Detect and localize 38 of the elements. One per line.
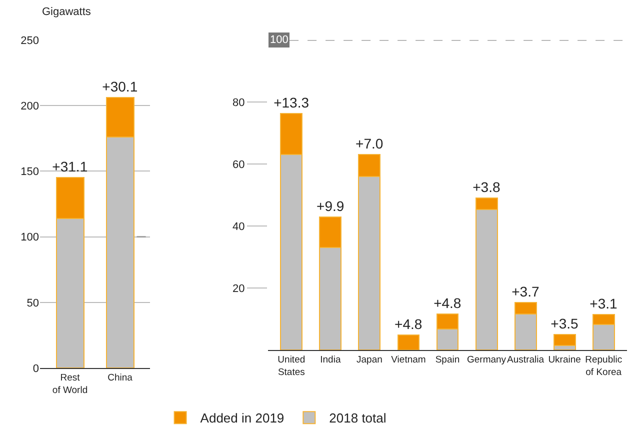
- data-label: +3.8: [472, 178, 500, 195]
- data-label: +7.0: [356, 136, 384, 152]
- x-tick-label: Republic of Korea: [585, 354, 622, 378]
- y-tick-label: 80: [232, 96, 245, 109]
- data-label: +13.3: [274, 94, 310, 110]
- data-label: +30.1: [102, 78, 138, 95]
- bar: [553, 334, 576, 346]
- y-tick-label: 250: [20, 34, 39, 47]
- y-tick-label: 150: [20, 166, 39, 178]
- x-tick-label: Vietnam: [391, 354, 426, 366]
- legend-label: Added in 2019: [200, 410, 284, 426]
- data-label: +4.8: [434, 295, 462, 312]
- data-label: +4.8: [394, 316, 422, 332]
- data-label: +3.1: [590, 296, 618, 312]
- y-tick-label: 20: [232, 282, 245, 295]
- x-tick-label: Australia: [507, 354, 545, 366]
- data-label: +3.7: [512, 284, 540, 300]
- x-tick-label: Rest of World: [52, 372, 88, 396]
- x-tick-label: Germany: [466, 354, 506, 366]
- x-tick-label: India: [320, 354, 342, 366]
- y-tick-label: 0: [32, 362, 39, 375]
- data-label: +9.9: [316, 198, 344, 214]
- x-tick-label: United States: [278, 354, 306, 378]
- y-tick-label: 100: [20, 232, 39, 244]
- x-tick-label: Ukraine: [548, 354, 581, 366]
- x-tick-label: Spain: [435, 354, 460, 366]
- data-label: +31.1: [52, 158, 88, 175]
- y-tick-label: 60: [232, 158, 245, 171]
- y-axis-title: Gigawatts: [42, 6, 92, 18]
- y-tick-label: 40: [232, 220, 245, 233]
- y-tick-label: 50: [26, 297, 39, 310]
- x-tick-label: China: [108, 372, 134, 384]
- bar: [397, 334, 420, 350]
- legend-label: 2018 total: [329, 410, 386, 426]
- x-tick-label: Japan: [356, 354, 382, 366]
- data-label: +3.5: [550, 316, 578, 332]
- y-tick-label: 200: [20, 100, 39, 112]
- ref-line-label: 100: [270, 34, 288, 46]
